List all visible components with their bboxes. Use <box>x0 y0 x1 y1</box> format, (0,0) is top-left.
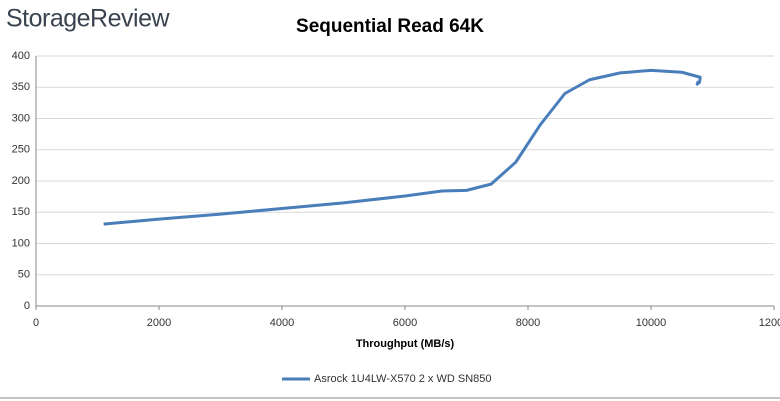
chart-title: Sequential Read 64K <box>296 16 484 37</box>
x-tick-label: 2000 <box>147 317 171 329</box>
x-tick-label: 4000 <box>270 317 294 329</box>
x-tick-label: 0 <box>33 317 39 329</box>
y-tick-label: 350 <box>12 81 30 93</box>
y-tick-label: 0 <box>24 300 30 312</box>
x-tick-label: 10000 <box>636 317 667 329</box>
y-tick-label: 100 <box>12 237 30 249</box>
y-tick-label: 300 <box>12 112 30 124</box>
y-tick-label: 150 <box>12 206 30 218</box>
legend-label: Asrock 1U4LW-X570 2 x WD SN850 <box>314 373 492 385</box>
y-tick-label: 200 <box>12 175 30 187</box>
x-tick-label: 12000 <box>759 317 780 329</box>
logo: StorageReview <box>6 5 170 33</box>
x-tick-label: 8000 <box>516 317 540 329</box>
y-tick-label: 250 <box>12 144 30 156</box>
y-tick-label: 400 <box>12 50 30 62</box>
series-line <box>103 68 702 226</box>
x-axis-label: Throughput (MB/s) <box>356 338 455 350</box>
x-tick-label: 6000 <box>393 317 417 329</box>
y-tick-label: 50 <box>18 269 30 281</box>
